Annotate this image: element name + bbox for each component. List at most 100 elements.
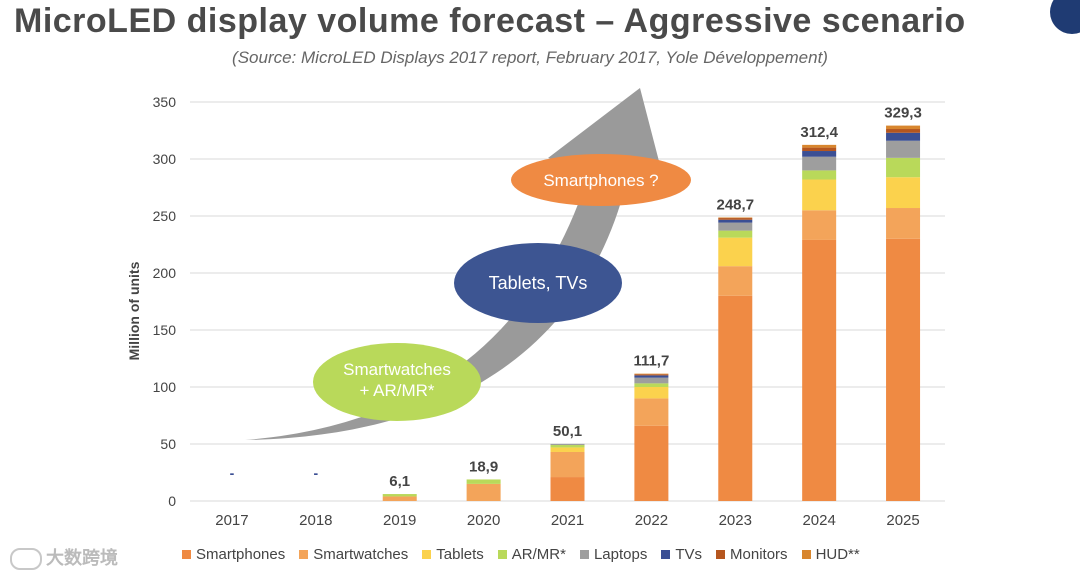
watermark-text: 大数跨境 [46, 548, 118, 568]
legend-item-monitors: Monitors [716, 546, 788, 563]
total-label-2017: - [230, 465, 235, 481]
x-tick-label-2017: 2017 [215, 512, 248, 529]
bar-2022-monitors [634, 374, 669, 376]
bar-2024-armr [802, 170, 837, 180]
bar-2025-armr [886, 157, 921, 178]
legend-label: Smartwatches [313, 546, 409, 563]
bar-2019-armr [382, 494, 417, 497]
bar-2024-hud [802, 144, 837, 148]
total-label-2021: 50,1 [553, 423, 582, 440]
bubble-smartwatches: Smartwatches + AR/MR* [313, 343, 481, 421]
legend-label: Monitors [730, 546, 788, 563]
legend-swatch [801, 550, 811, 559]
bar-2021-smartwatches [550, 451, 585, 478]
legend-item-smartphones: Smartphones [182, 546, 285, 563]
bubble-smartwatches-line1: Smartwatches [343, 360, 451, 379]
bar-2022-tablets [634, 387, 669, 399]
bar-2023-laptops [718, 222, 753, 231]
x-tick-label-2021: 2021 [551, 512, 584, 529]
bar-2020-armr [466, 479, 501, 484]
bar-2022-tvs [634, 375, 669, 378]
bar-2023-hud [718, 217, 753, 219]
legend-item-armr: AR/MR* [497, 546, 566, 563]
legend-swatch [716, 550, 726, 559]
legend-label: HUD** [815, 546, 860, 563]
bar-2021-armr [550, 445, 585, 448]
x-tick-label-2023: 2023 [719, 512, 752, 529]
bar-2021-laptops [550, 443, 585, 446]
bar-2023-tvs [718, 219, 753, 223]
watermark: 大数跨境 [10, 544, 118, 571]
y-tick-label-50: 50 [160, 436, 176, 452]
y-tick-label-100: 100 [153, 379, 177, 395]
total-label-2023: 248,7 [717, 196, 755, 213]
bar-2025-laptops [886, 140, 921, 158]
x-tick-label-2022: 2022 [635, 512, 668, 529]
bubble-tablets-text: Tablets, TVs [489, 273, 588, 293]
legend-swatch [579, 550, 589, 559]
bar-2024-tablets [802, 179, 837, 211]
legend-item-tablets: Tablets [422, 546, 484, 563]
legend-label: TVs [675, 546, 703, 563]
y-tick-label-150: 150 [153, 322, 177, 338]
y-tick-label-300: 300 [153, 151, 177, 167]
total-label-2020: 18,9 [469, 458, 498, 475]
legend-swatch [299, 550, 309, 559]
x-tick-label-2018: 2018 [299, 512, 332, 529]
bar-2023-monitors [718, 218, 753, 220]
legend-swatch [661, 550, 671, 559]
legend-item-smartwatches: Smartwatches [299, 546, 408, 563]
legend-item-hud: HUD** [801, 546, 860, 563]
y-tick-label-250: 250 [153, 208, 177, 224]
x-tick-label-2020: 2020 [467, 512, 500, 529]
bar-2025-monitors [886, 129, 921, 133]
x-tick-label-2019: 2019 [383, 512, 416, 529]
x-tick-label-2024: 2024 [802, 512, 835, 529]
bar-2023-smartwatches [718, 266, 753, 296]
y-tick-label-350: 350 [153, 94, 177, 110]
chart-subtitle: (Source: MicroLED Displays 2017 report, … [232, 48, 828, 67]
legend-swatch [422, 550, 432, 559]
total-label-2019: 6,1 [389, 473, 410, 490]
watermark-logo-icon [10, 548, 42, 571]
legend: Smartphones Smartwatches Tablets AR/MR* Lapt… [182, 546, 860, 563]
bubble-tablets-tvs: Tablets, TVs [454, 243, 622, 323]
bar-2022-laptops [634, 377, 669, 384]
chart-title: MicroLED display volume forecast – Aggre… [14, 2, 966, 40]
bar-2022-smartwatches [634, 398, 669, 426]
bubble-smartphones-text: Smartphones ? [543, 171, 658, 190]
legend-swatch [497, 550, 507, 559]
bar-2024-tvs [802, 151, 837, 157]
total-label-2018: - [313, 465, 318, 481]
bar-2025-smartwatches [886, 208, 921, 239]
x-tick-label-2025: 2025 [886, 512, 919, 529]
bar-2021-smartphones [550, 477, 585, 501]
bar-2024-smartwatches [802, 210, 837, 240]
bar-2020-smartwatches [466, 483, 501, 501]
y-tick-label-0: 0 [168, 493, 176, 509]
legend-label: Tablets [436, 546, 484, 563]
legend-label: Smartphones [196, 546, 286, 563]
legend-label: Laptops [593, 546, 648, 563]
bar-2024-smartphones [802, 239, 837, 501]
total-label-2022: 111,7 [633, 353, 669, 370]
bar-2025-smartphones [886, 238, 921, 502]
bar-2023-smartphones [718, 295, 753, 501]
bar-2023-tablets [718, 237, 753, 267]
bar-2022-armr [634, 383, 669, 387]
bar-2025-hud [886, 125, 921, 130]
bar-2021-tablets [550, 447, 585, 452]
bar-2024-laptops [802, 156, 837, 171]
bar-2025-tvs [886, 132, 921, 141]
legend-item-laptops: Laptops [579, 546, 648, 563]
bar-2023-armr [718, 230, 753, 238]
bar-2022-hud [634, 373, 669, 375]
bar-2019-smartwatches [382, 496, 417, 501]
bubble-smartphones: Smartphones ? [511, 154, 691, 206]
bar-2024-monitors [802, 147, 837, 152]
bar-2025-tablets [886, 177, 921, 209]
legend-swatch [182, 550, 191, 559]
bubble-smartwatches-line2: + AR/MR* [359, 381, 434, 400]
total-label-2025: 329,3 [884, 105, 922, 122]
